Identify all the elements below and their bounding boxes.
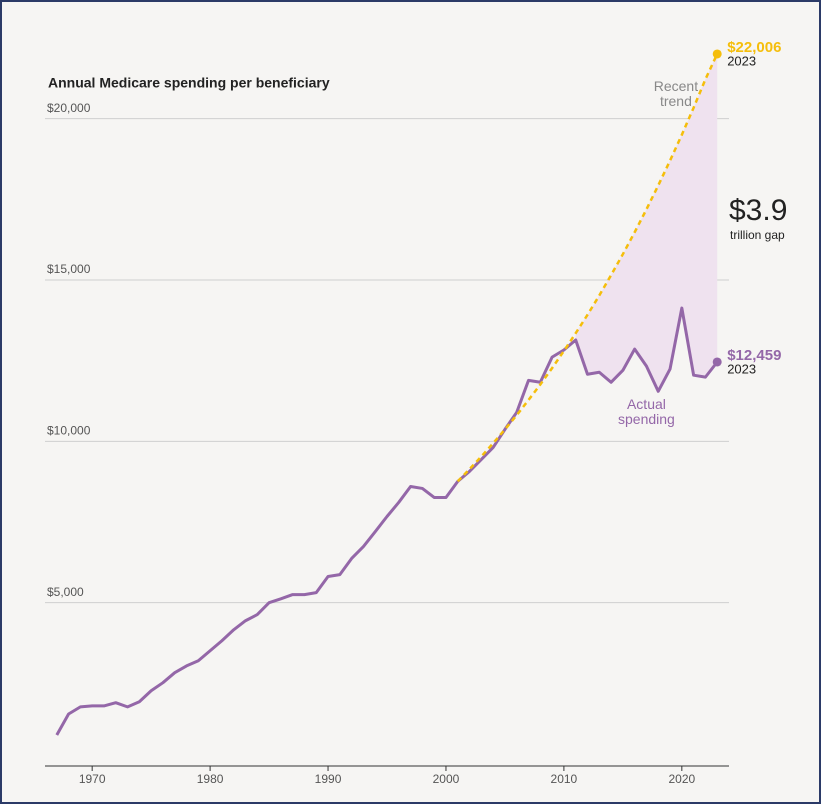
series-label: Actual spending: [618, 396, 675, 427]
end-point: [712, 49, 722, 59]
y-tick-label: $20,000: [47, 101, 91, 115]
value-label: $12,459: [727, 347, 781, 364]
x-tick-label: 1990: [315, 772, 342, 786]
gap-value: $3.9: [729, 194, 788, 227]
series-line: [55, 306, 719, 736]
y-tick-label: $15,000: [47, 262, 91, 276]
end-point: [712, 357, 722, 367]
x-tick-label: 2000: [433, 772, 460, 786]
year-label: 2023: [727, 53, 756, 68]
series-line: [456, 53, 719, 483]
x-tick-label: 2010: [551, 772, 578, 786]
year-label: 2023: [727, 361, 756, 376]
x-tick-label: 2020: [668, 772, 695, 786]
value-label: $22,006: [727, 39, 781, 56]
x-tick-label: 1970: [79, 772, 106, 786]
series-label: Recent trend: [653, 78, 699, 109]
y-tick-label: $10,000: [47, 424, 91, 438]
chart-title: Annual Medicare spending per beneficiary: [48, 75, 330, 91]
x-tick-label: 1980: [197, 772, 224, 786]
gap-label: trillion gap: [730, 228, 785, 242]
y-tick-label: $5,000: [47, 585, 84, 599]
